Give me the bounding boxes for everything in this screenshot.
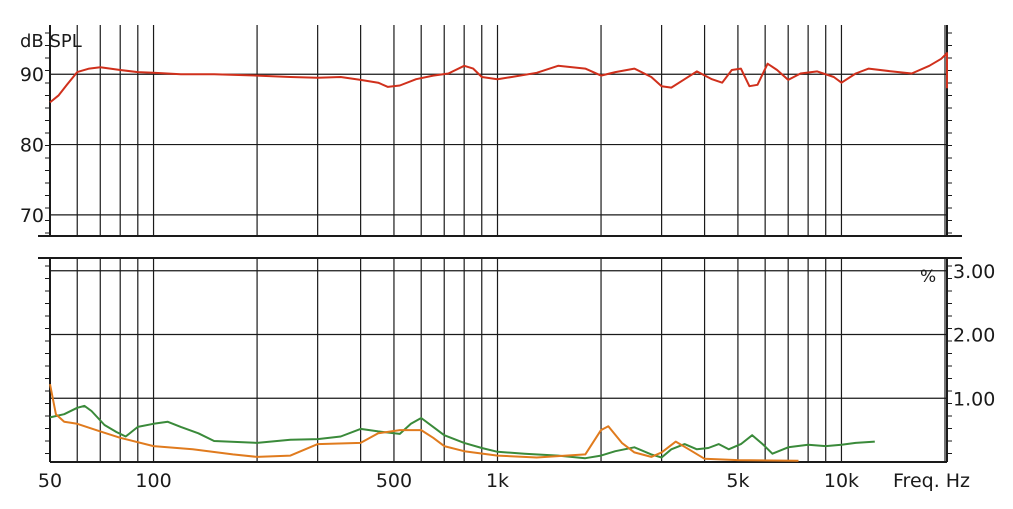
x-tick-label: 500 <box>376 470 412 492</box>
y-axis-label-db-spl: dB SPL <box>20 31 82 52</box>
y-tick-label-right: 1.00 <box>953 388 995 410</box>
series-line <box>49 404 875 460</box>
axis-labels: dB SPL % Freq. Hz <box>20 31 970 492</box>
series-line <box>49 384 799 462</box>
y-tick-label: 70 <box>20 205 44 227</box>
frequency-response-panel: 70 80 90 <box>20 25 962 237</box>
y-axis-label-percent: % <box>920 267 936 287</box>
series-line <box>49 52 948 104</box>
y-tick-label: 80 <box>20 135 44 157</box>
distortion-panel: 1.00 2.00 3.00 50 100 500 1k 5k 10k <box>38 257 995 492</box>
y-tick-label-right: 3.00 <box>953 261 995 283</box>
x-tick-label: 5k <box>726 470 749 492</box>
x-tick-label: 50 <box>38 470 62 492</box>
y-tick-label: 90 <box>20 64 44 86</box>
x-tick-label: 1k <box>486 470 509 492</box>
x-tick-label: 10k <box>824 470 859 492</box>
x-axis-label-freq: Freq. Hz <box>893 470 970 492</box>
x-tick-label: 100 <box>135 470 171 492</box>
y-tick-label-right: 2.00 <box>953 325 995 347</box>
